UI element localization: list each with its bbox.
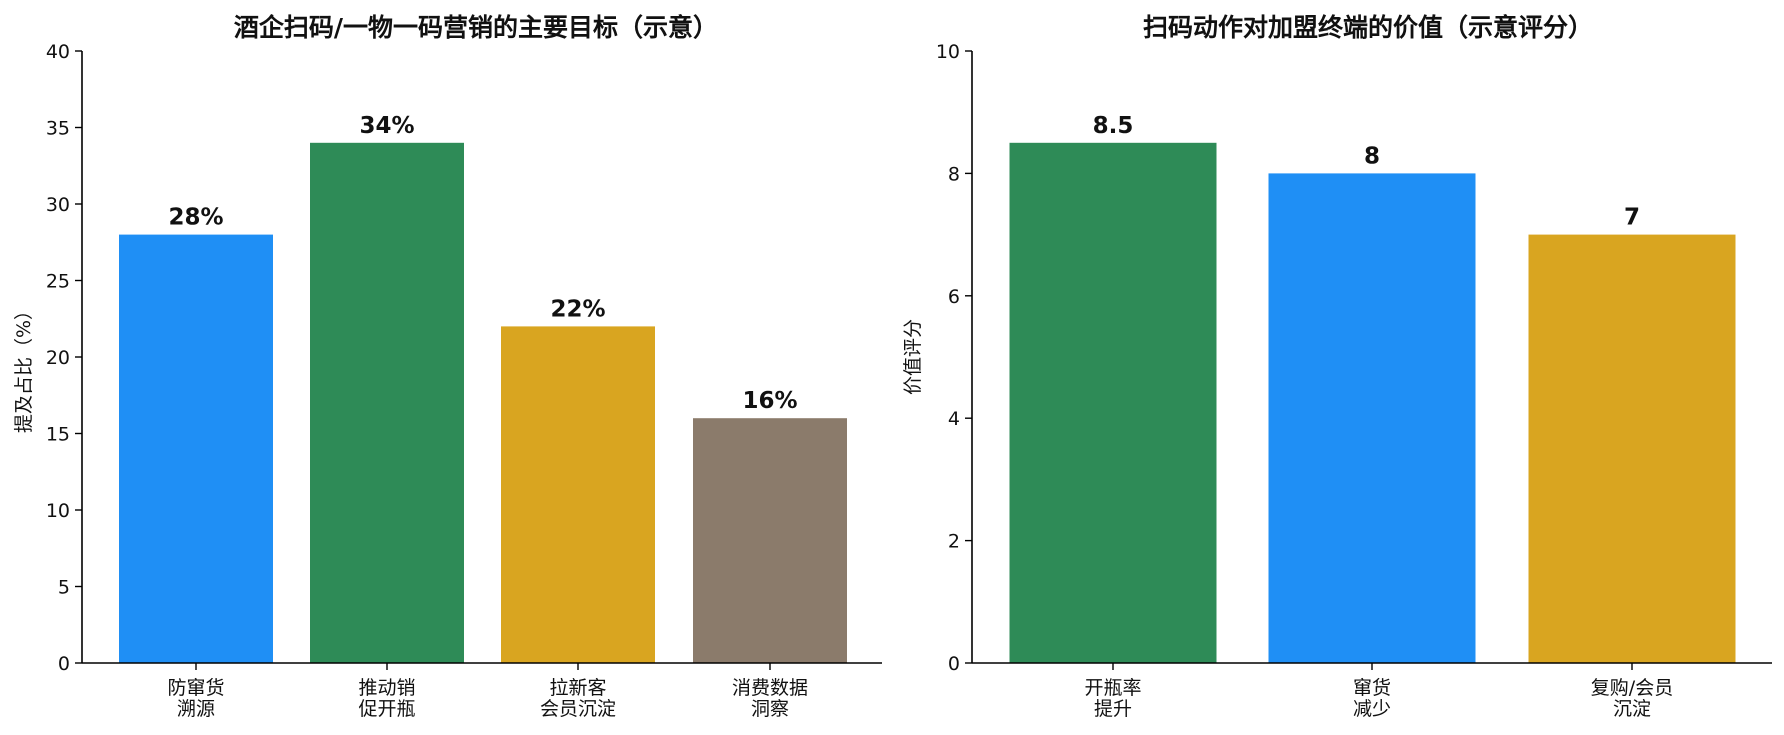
x-tick-label: 消费数据 bbox=[732, 677, 808, 699]
x-tick-label: 会员沉淀 bbox=[540, 698, 616, 720]
chart-panel-left: 酒企扫码/一物一码营销的主要目标（示意） 提及占比（%） 0 5 10 15 20 25 3… bbox=[13, 13, 882, 720]
bar bbox=[1528, 234, 1736, 663]
data-label: 16% bbox=[742, 388, 797, 414]
y-tick-label: 20 bbox=[46, 347, 70, 369]
bar bbox=[119, 234, 273, 663]
x-tick-label: 防窜货 bbox=[167, 677, 224, 699]
chart-panel-right: 扫码动作对加盟终端的价值（示意评分） 价值评分 0 2 4 6 8 10 8.5 8 7 开瓶… bbox=[902, 13, 1772, 720]
bar bbox=[1009, 142, 1217, 664]
x-tick-label: 溯源 bbox=[177, 698, 215, 720]
bar bbox=[693, 418, 847, 663]
bars bbox=[119, 142, 847, 664]
data-label: 8 bbox=[1364, 143, 1380, 169]
data-labels: 28% 34% 22% 16% bbox=[168, 113, 797, 414]
data-labels: 8.5 8 7 bbox=[1093, 113, 1640, 231]
bar bbox=[501, 326, 655, 663]
y-tick-label: 35 bbox=[46, 118, 70, 140]
y-tick-label: 30 bbox=[46, 194, 70, 216]
x-tick-label: 开瓶率 bbox=[1084, 677, 1141, 699]
data-label: 7 bbox=[1624, 205, 1640, 231]
data-label: 34% bbox=[359, 113, 414, 139]
x-tick-label: 沉淀 bbox=[1613, 698, 1651, 720]
y-tick-label: 10 bbox=[46, 500, 70, 522]
data-label: 28% bbox=[168, 205, 223, 231]
y-tick-label: 40 bbox=[46, 41, 70, 63]
y-ticks: 0 2 4 6 8 10 bbox=[936, 41, 972, 675]
x-tick-label: 复购/会员 bbox=[1591, 677, 1673, 699]
y-tick-label: 25 bbox=[46, 271, 70, 293]
y-axis-label: 价值评分 bbox=[902, 319, 924, 395]
y-tick-label: 6 bbox=[948, 286, 960, 308]
y-tick-label: 0 bbox=[58, 653, 70, 675]
y-tick-label: 8 bbox=[948, 163, 960, 185]
x-tick-label: 洞察 bbox=[751, 698, 789, 720]
y-tick-label: 0 bbox=[948, 653, 960, 675]
bars bbox=[1009, 142, 1736, 664]
y-tick-label: 10 bbox=[936, 41, 960, 63]
x-tick-label: 推动销 bbox=[358, 677, 415, 699]
y-tick-label: 2 bbox=[948, 531, 960, 553]
bar bbox=[1268, 173, 1476, 663]
bar bbox=[310, 142, 464, 664]
chart-title: 酒企扫码/一物一码营销的主要目标（示意） bbox=[234, 13, 718, 42]
x-tick-label: 减少 bbox=[1353, 698, 1391, 720]
data-label: 8.5 bbox=[1093, 113, 1134, 139]
x-tick-label: 窜货 bbox=[1353, 677, 1391, 699]
y-ticks: 0 5 10 15 20 25 30 35 40 bbox=[46, 41, 82, 675]
chart-title: 扫码动作对加盟终端的价值（示意评分） bbox=[1143, 13, 1593, 42]
data-label: 22% bbox=[550, 296, 605, 322]
x-tick-label: 促开瓶 bbox=[358, 698, 415, 720]
x-tick-label: 拉新客 bbox=[549, 677, 606, 699]
y-tick-label: 5 bbox=[58, 577, 70, 599]
y-axis-label: 提及占比（%） bbox=[13, 301, 35, 433]
y-tick-label: 15 bbox=[46, 424, 70, 446]
x-tick-label: 提升 bbox=[1094, 698, 1132, 720]
y-tick-label: 4 bbox=[948, 408, 960, 430]
